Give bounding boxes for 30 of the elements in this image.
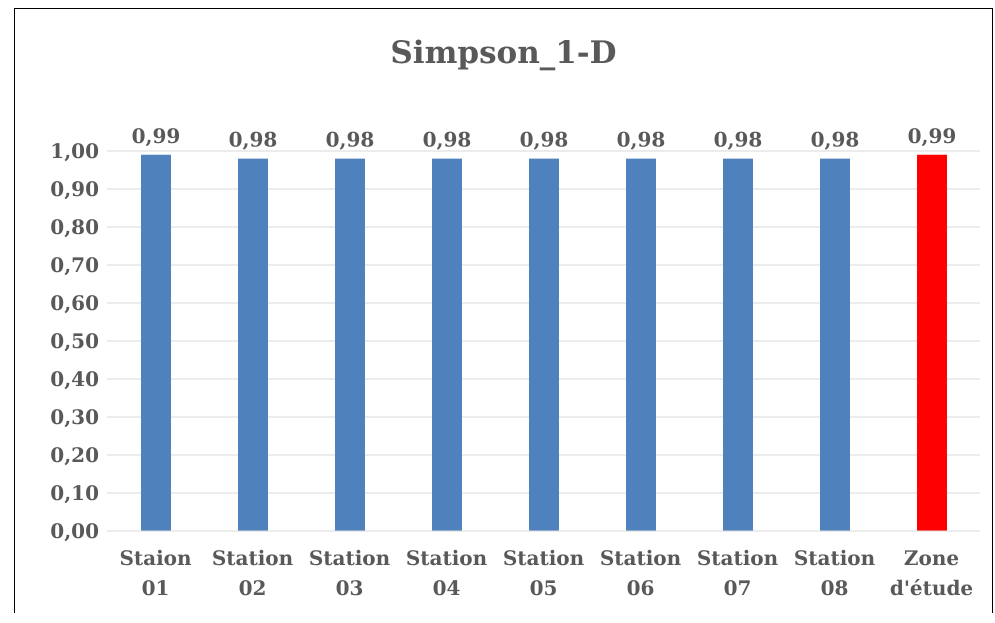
data-label: 0,99 xyxy=(908,124,956,148)
chart-title: Simpson_1-D xyxy=(389,35,618,71)
y-tick-label: 0,60 xyxy=(50,291,99,316)
x-tick-label: Zone d'étude xyxy=(890,546,974,600)
y-tick-label: 0,20 xyxy=(50,443,99,468)
x-tick-label: Station 03 xyxy=(308,546,391,600)
y-tick-label: 0,70 xyxy=(50,253,99,278)
data-label: 0,98 xyxy=(520,128,568,152)
x-tick-label: Station 08 xyxy=(794,546,876,600)
x-tick-label: Station 06 xyxy=(600,546,682,600)
y-tick-label: 0,90 xyxy=(50,177,99,202)
y-tick-label: 0,80 xyxy=(50,215,99,240)
x-tick-label: Station 05 xyxy=(502,546,585,600)
y-tick-label: 0,30 xyxy=(50,405,99,430)
y-tick-label: 0,10 xyxy=(50,481,99,506)
y-tick-label: 0,40 xyxy=(50,367,99,392)
data-label: 0,98 xyxy=(326,128,374,152)
data-label: 0,98 xyxy=(228,128,278,152)
data-label: 0,98 xyxy=(422,128,472,152)
data-label: 0,98 xyxy=(714,128,762,152)
x-tick-label: Staion 01 xyxy=(119,546,192,600)
data-label: 0,99 xyxy=(132,124,180,148)
x-tick-label: Station 07 xyxy=(696,546,779,600)
y-tick-label: 0,50 xyxy=(50,329,99,354)
x-tick-label: Station 04 xyxy=(406,546,488,600)
y-tick-label: 1,00 xyxy=(50,139,99,164)
x-tick-label: Station 02 xyxy=(212,546,294,600)
data-label: 0,98 xyxy=(810,128,860,152)
y-tick-label: 0,00 xyxy=(50,519,99,544)
data-label: 0,98 xyxy=(616,128,666,152)
